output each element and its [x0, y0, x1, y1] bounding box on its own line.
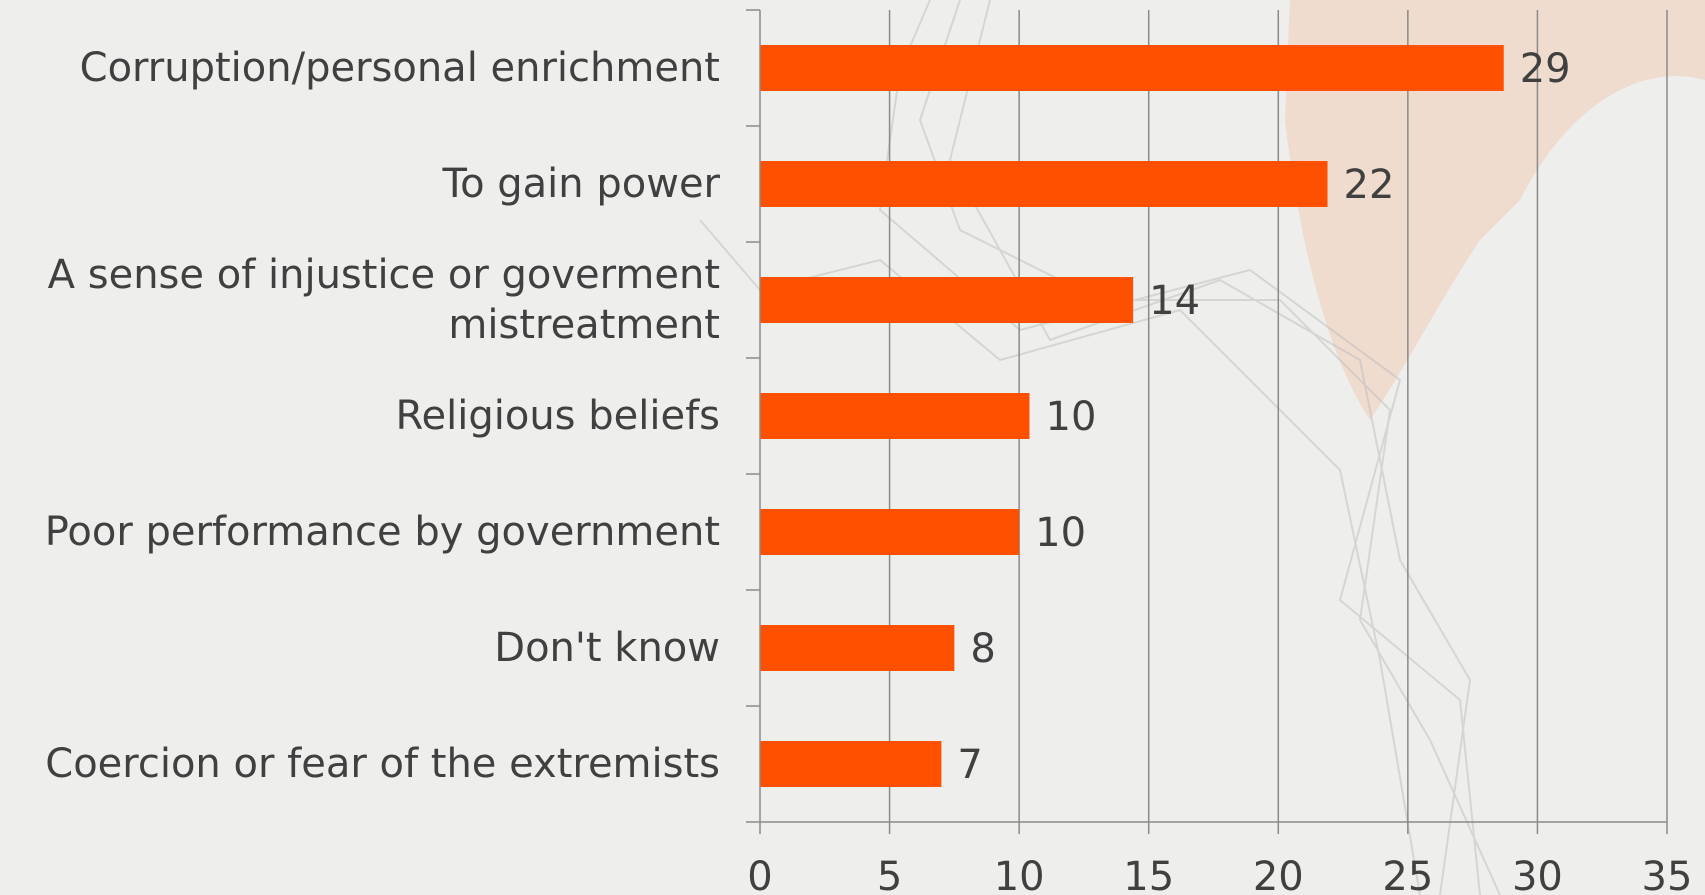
category-label: Poor performance by government	[44, 509, 720, 555]
data-label: 29	[1520, 46, 1571, 92]
bar	[760, 277, 1134, 323]
data-label: 10	[1035, 510, 1086, 556]
data-label: 8	[970, 626, 995, 672]
bar	[760, 741, 942, 787]
data-label: 10	[1046, 394, 1097, 440]
data-label: 22	[1344, 162, 1395, 208]
category-label: Religious beliefs	[395, 393, 720, 439]
x-tick-label: 25	[1382, 854, 1433, 895]
data-label: 14	[1149, 278, 1200, 324]
value-labels: 29 22 14 10 10 8 7	[957, 46, 1570, 788]
x-tick-labels: 0 5 10 15 20 25 30 35	[747, 854, 1692, 895]
category-label: Corruption/personal enrichment	[79, 45, 720, 91]
background-line	[918, 0, 1501, 895]
x-tick-label: 35	[1642, 854, 1693, 895]
axes	[746, 9, 1668, 834]
bars	[760, 45, 1504, 787]
category-label: Don't know	[494, 625, 720, 671]
background-line	[878, 0, 1481, 895]
x-tick-label: 30	[1512, 854, 1563, 895]
bar	[760, 509, 1020, 555]
x-tick-label: 0	[747, 854, 772, 895]
bar	[760, 393, 1030, 439]
data-label: 7	[957, 742, 982, 788]
bar	[760, 45, 1504, 91]
x-tick-label: 20	[1253, 854, 1304, 895]
bar	[760, 625, 955, 671]
category-label: A sense of injustice or goverment mistre…	[47, 252, 720, 348]
category-label: To gain power	[442, 161, 720, 207]
x-tick-label: 15	[1123, 854, 1174, 895]
x-tick-label: 5	[877, 854, 902, 895]
category-label: Coercion or fear of the extremists	[45, 741, 720, 787]
background-wedge	[1285, 0, 1705, 420]
bar	[760, 161, 1328, 207]
x-tick-label: 10	[994, 854, 1045, 895]
